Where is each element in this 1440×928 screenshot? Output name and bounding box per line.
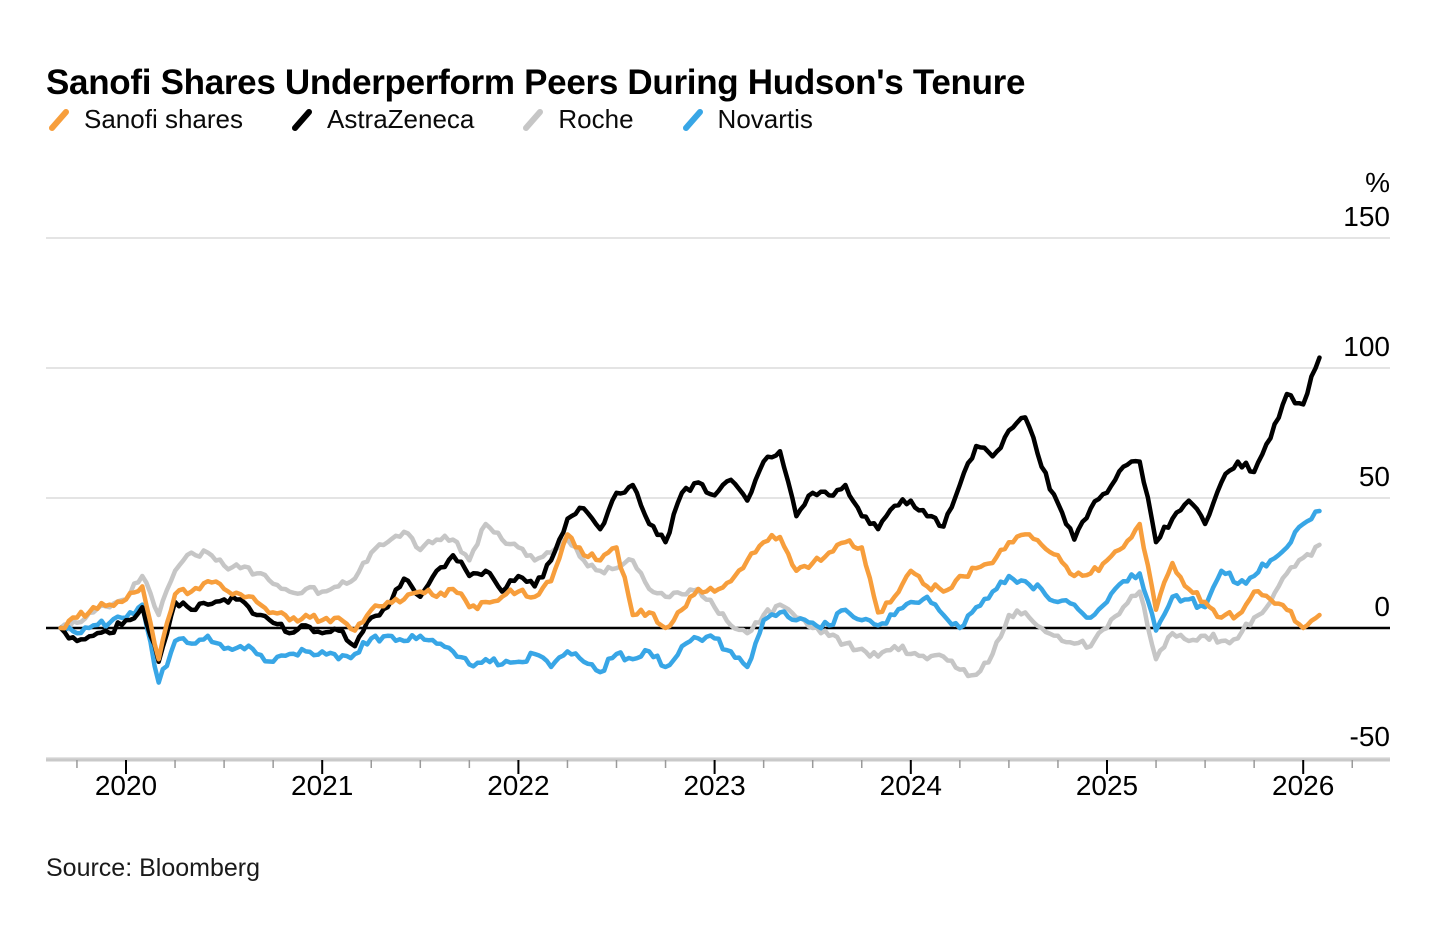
series-line-sanofi-shares xyxy=(58,521,1322,662)
legend-label: AstraZeneca xyxy=(326,104,475,134)
x-axis-tick-label: 2023 xyxy=(683,770,746,801)
y-axis-tick-label: 0 xyxy=(1374,591,1390,622)
y-axis-unit-label: % xyxy=(1365,167,1390,198)
x-axis-tick-label: 2024 xyxy=(879,770,942,801)
legend-item-novartis: Novartis xyxy=(680,104,813,135)
series-line-novartis xyxy=(58,508,1322,685)
legend-slash-icon xyxy=(523,108,544,131)
y-axis-tick-label: 150 xyxy=(1343,201,1390,232)
legend-slash-icon xyxy=(682,108,703,131)
legend-label: Roche xyxy=(558,104,634,134)
legend-item-astrazeneca: AstraZeneca xyxy=(289,104,474,135)
x-axis-tick-label: 2021 xyxy=(291,770,354,801)
source-note: Source: Bloomberg xyxy=(46,854,261,882)
legend-label: Sanofi shares xyxy=(84,104,243,134)
y-axis-tick-label: -50 xyxy=(1349,721,1390,752)
legend-item-roche: Roche xyxy=(520,104,634,135)
legend-label: Novartis xyxy=(717,104,813,134)
series-line-astrazeneca xyxy=(58,355,1322,665)
series-line-roche xyxy=(58,521,1322,679)
legend-item-sanofi-shares: Sanofi shares xyxy=(46,104,243,135)
legend-slash-icon xyxy=(49,108,69,131)
legend-slash-icon xyxy=(291,108,312,131)
x-axis-tick-label: 2025 xyxy=(1075,770,1139,801)
chart-title: Sanofi Shares Underperform Peers During … xyxy=(46,63,1026,103)
x-axis-tick-label: 2020 xyxy=(94,770,158,801)
x-axis-tick-label: 2026 xyxy=(1272,770,1335,801)
chart-legend: Sanofi shares AstraZeneca Roche Novartis xyxy=(46,104,813,135)
x-axis-tick-label: 2022 xyxy=(487,770,550,801)
y-axis-tick-label: 100 xyxy=(1343,331,1390,362)
y-axis-tick-label: 50 xyxy=(1358,461,1390,492)
